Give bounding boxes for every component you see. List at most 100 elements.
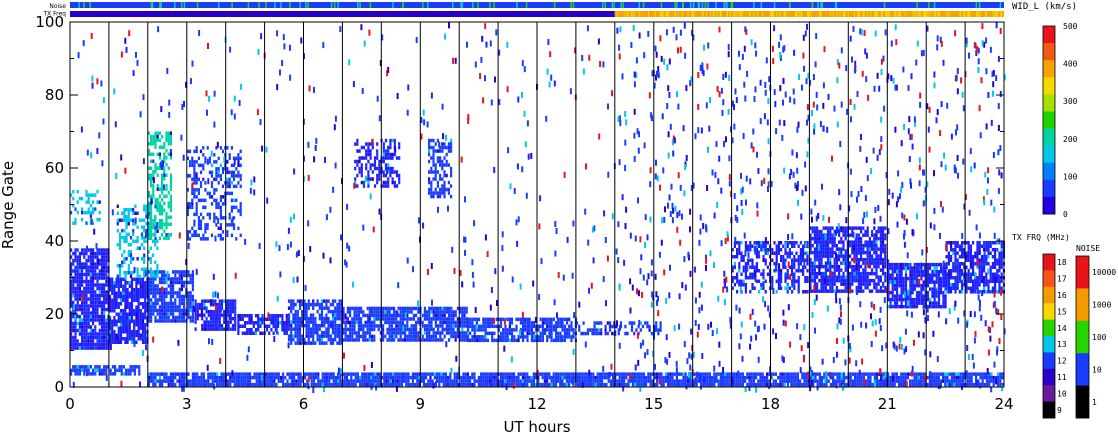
echo-cell [167,201,170,205]
echo-cell [432,152,435,157]
echo-cell [178,375,181,380]
echo-cell [857,233,860,237]
noise-bar-tick [834,2,837,8]
echo-cell [965,290,968,294]
echo-cell [395,313,398,318]
echo-cell [889,280,892,284]
echo-cell [126,340,129,344]
echo-cell [978,241,981,245]
echo-cell [833,233,836,237]
echo-cell [118,246,122,250]
echo-cell [978,290,981,294]
echo-cell [231,306,235,310]
echo-cell [762,269,765,273]
echo-cell [128,330,131,334]
echo-cell [378,159,381,164]
echo-cell [309,302,313,307]
echo-cell [298,316,302,321]
txfreq-tick [923,11,925,17]
echo-cell [320,309,324,314]
echo-cell [87,304,90,308]
echo-cell [186,149,189,154]
echo-cell [755,248,758,252]
echo-cell [809,240,812,244]
echo-cell [357,338,360,342]
echo-cell [835,261,838,265]
echo-cell [802,255,805,259]
echo-cell [958,255,961,259]
echo-cell [898,266,901,270]
echo-cell [85,279,88,284]
echo-cell [550,338,553,343]
echo-cell [199,223,203,227]
echo-cell [152,291,155,295]
echo-cell [81,283,84,287]
echo-cell [736,241,739,245]
echo-cell [978,283,981,287]
echo-cell [161,312,164,316]
echo-cell [484,335,487,339]
echo-cell [456,306,459,311]
echo-cell [78,265,81,270]
echo-cell [871,254,874,258]
echo-cell [163,372,166,376]
echo-cell [813,271,816,276]
echo-cell [777,244,780,248]
echo-cell [87,318,90,322]
echo-cell [950,276,953,280]
echo-cell [809,233,812,237]
echo-cell [133,277,136,281]
echo-cell [191,315,194,320]
echo-cell [991,276,994,280]
txfreq-tick [875,11,877,17]
echo-cell [898,273,901,277]
echo-cell [150,375,153,380]
echo-cell [111,333,114,337]
noise-bar-tick [217,2,220,8]
echo-cell [461,331,464,335]
echo-cell [408,317,411,321]
echo-cell [218,299,221,303]
echo-cell [103,258,106,263]
echo-cell [397,320,400,325]
echo-cell [989,290,992,294]
echo-cell [158,138,161,142]
echo-cell [132,271,135,275]
echo-cell [223,299,226,303]
echo-cell [209,313,213,317]
echo-cell [633,331,636,336]
echo-cell [382,331,385,335]
echo-cell [1000,262,1003,266]
echo-cell [117,288,120,292]
echo-cell [935,266,938,270]
echo-cell [873,261,876,265]
echo-cell [119,298,123,302]
noise-bar-tick [516,2,518,8]
echo-cell [127,218,130,222]
echo-cell [974,286,977,290]
echo-cell [784,272,787,276]
echo-cell [98,321,101,326]
echo-cell [904,273,908,277]
echo-cell [105,321,108,326]
echo-cell [178,298,181,302]
echo-cell [659,321,662,325]
echo-cell [147,305,150,309]
echo-cell [92,346,95,350]
echo-cell [165,187,168,191]
echo-cell [144,340,147,344]
echo-cell [103,300,106,305]
echo-cell [873,247,876,251]
echo-cell [360,334,363,339]
echo-cell [544,331,547,336]
echo-cell [855,285,858,290]
echo-cell [92,283,95,287]
echo-cell [232,184,236,189]
echo-cell [764,248,767,252]
echo-cell [70,210,73,215]
echo-cell [868,236,871,241]
echo-cell [358,149,361,153]
echo-cell [165,294,168,299]
echo-cell [331,299,335,303]
echo-cell [133,291,136,295]
